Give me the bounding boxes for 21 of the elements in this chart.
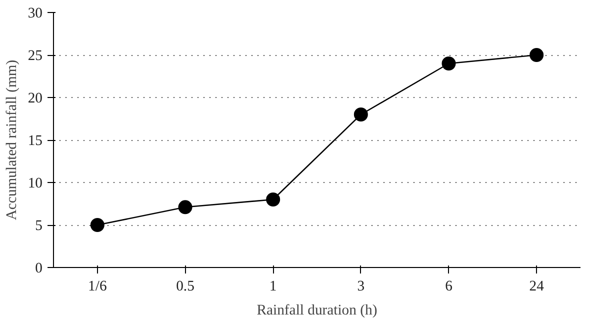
point <box>178 200 192 214</box>
x-tick-label: 0.5 <box>176 278 194 294</box>
point <box>442 56 456 70</box>
x-tick-label: 1/6 <box>88 278 107 294</box>
y-tick-label: 30 <box>28 6 42 22</box>
y-tick-label: 10 <box>28 176 42 192</box>
point <box>530 48 544 62</box>
x-tick-label: 6 <box>445 278 452 294</box>
y-axis-title: Accumulated rainfall (mm) <box>4 60 20 220</box>
y-tick-label: 5 <box>35 218 42 234</box>
y-tick-label: 15 <box>28 133 42 149</box>
x-tick-label: 24 <box>529 278 545 294</box>
point <box>90 218 104 232</box>
y-tick-label: 0 <box>35 260 42 276</box>
x-tick-label: 3 <box>357 278 365 294</box>
point <box>354 108 368 122</box>
y-tick-label: 25 <box>28 48 42 64</box>
y-tick-label: 20 <box>28 90 42 106</box>
x-axis-title: Rainfall duration (h) <box>256 302 378 318</box>
x-tick-label: 1 <box>269 278 277 294</box>
point <box>266 192 280 206</box>
